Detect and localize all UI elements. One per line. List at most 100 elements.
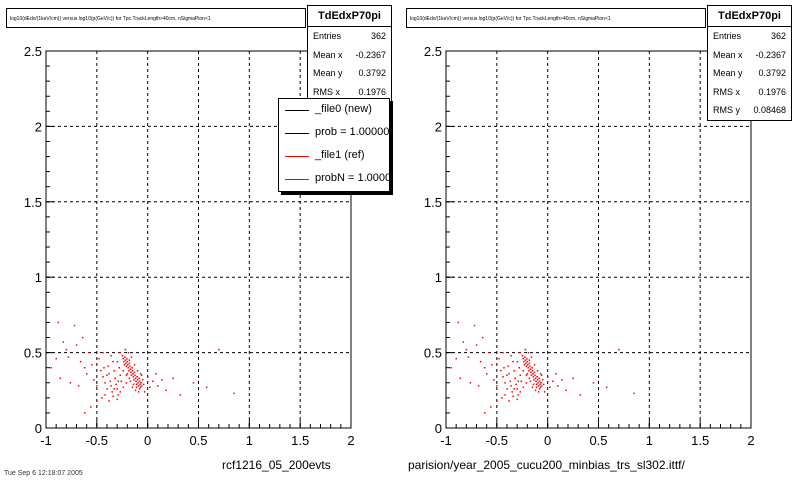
x-tick-label: 0.5 xyxy=(189,433,207,448)
data-point xyxy=(502,376,504,378)
data-point xyxy=(539,373,542,375)
data-point xyxy=(122,369,125,372)
data-point xyxy=(59,377,62,380)
data-point xyxy=(496,385,498,387)
data-point xyxy=(119,351,122,354)
data-point xyxy=(538,388,541,390)
data-point xyxy=(533,379,535,381)
data-point xyxy=(135,380,137,383)
data-point xyxy=(115,383,117,386)
data-point xyxy=(123,360,125,363)
y-tick-label: 2 xyxy=(35,119,42,134)
stats-value: 0.08468 xyxy=(753,105,786,115)
data-point xyxy=(519,374,522,377)
data-point xyxy=(512,360,514,363)
data-point xyxy=(139,386,142,389)
data-point xyxy=(104,394,106,396)
stats-row: RMS x 0.1976 xyxy=(308,83,391,102)
data-point xyxy=(113,369,115,372)
data-point xyxy=(81,336,84,339)
data-point xyxy=(134,377,137,380)
data-point xyxy=(137,385,140,387)
y-tick-label: 1.5 xyxy=(24,195,42,210)
data-point xyxy=(493,379,495,381)
data-point xyxy=(135,386,138,389)
data-point xyxy=(521,354,524,357)
x-tick-label: 0.5 xyxy=(589,433,607,448)
data-point xyxy=(125,374,128,377)
y-tick-label: 0.5 xyxy=(24,346,42,361)
left-pad: log10(dEdx/(1keV/cm)) versus log10(p(GeV… xyxy=(6,5,392,472)
data-point xyxy=(538,380,541,383)
data-point xyxy=(465,348,468,351)
data-point xyxy=(517,380,519,383)
stats-label: Mean x xyxy=(713,49,743,60)
data-point xyxy=(109,380,111,383)
data-point xyxy=(129,365,131,367)
data-point xyxy=(130,371,132,374)
y-tick-label: 0.5 xyxy=(424,346,442,361)
data-point xyxy=(155,373,157,375)
data-point xyxy=(483,366,486,369)
data-point xyxy=(633,392,635,395)
data-point xyxy=(509,380,511,383)
data-point xyxy=(526,360,529,363)
y-tick-label: 1 xyxy=(35,270,42,285)
data-point xyxy=(138,380,141,383)
data-point xyxy=(114,377,116,380)
stats-row: Mean y 0.3792 xyxy=(308,64,391,83)
data-point xyxy=(457,321,459,324)
data-point xyxy=(106,388,108,390)
data-point xyxy=(530,374,533,377)
data-point xyxy=(119,374,122,377)
stats-label: Entries xyxy=(313,31,342,41)
x-tick-label: -0.5 xyxy=(486,433,508,448)
data-point xyxy=(138,377,140,380)
data-point xyxy=(531,369,534,372)
data-point xyxy=(524,359,527,361)
data-point xyxy=(522,357,525,360)
data-point xyxy=(542,383,545,386)
data-point xyxy=(113,388,115,390)
data-point xyxy=(117,380,119,383)
data-point xyxy=(479,360,482,363)
data-point xyxy=(537,391,540,393)
data-point xyxy=(116,398,118,401)
data-point xyxy=(527,363,529,366)
stats-value: 0.3792 xyxy=(358,68,386,78)
data-point xyxy=(122,386,125,389)
data-point xyxy=(605,386,608,389)
x-tick-label: 2 xyxy=(347,433,354,448)
data-point xyxy=(502,351,504,354)
timestamp-text: Tue Sep 6 12:18:07 2005 xyxy=(4,470,83,477)
data-point xyxy=(149,386,151,389)
data-point xyxy=(546,376,549,378)
legend-line-swatch xyxy=(285,133,309,134)
data-point xyxy=(565,389,567,392)
data-point xyxy=(157,385,159,387)
data-point xyxy=(490,406,492,408)
data-point xyxy=(528,369,530,372)
data-point xyxy=(96,400,98,402)
y-tick-label: 0 xyxy=(435,421,442,436)
data-point xyxy=(501,397,503,399)
data-point xyxy=(126,373,129,375)
scatter-plot-right: -1 -0.5 0 0.5 1 1.5 2 0 0.5 1 1.5 2 2.5 xyxy=(424,44,755,448)
data-point xyxy=(536,369,539,372)
data-point xyxy=(508,373,510,375)
x-tick-label: 0 xyxy=(144,433,151,448)
legend-label: probN = 1.000000 xyxy=(315,172,390,184)
stats-title: TdEdxP70pi xyxy=(708,6,791,27)
data-point xyxy=(572,377,574,380)
data-point xyxy=(179,394,181,396)
data-point xyxy=(518,366,520,369)
data-point xyxy=(524,356,526,358)
data-point xyxy=(98,357,100,360)
stats-row: Mean y 0.3792 xyxy=(708,64,791,83)
x-tick-label: -0.5 xyxy=(86,433,108,448)
data-point xyxy=(125,362,127,364)
data-point xyxy=(112,395,114,398)
data-point xyxy=(131,386,134,389)
data-point xyxy=(132,373,134,375)
stats-value: 0.1976 xyxy=(758,86,786,97)
